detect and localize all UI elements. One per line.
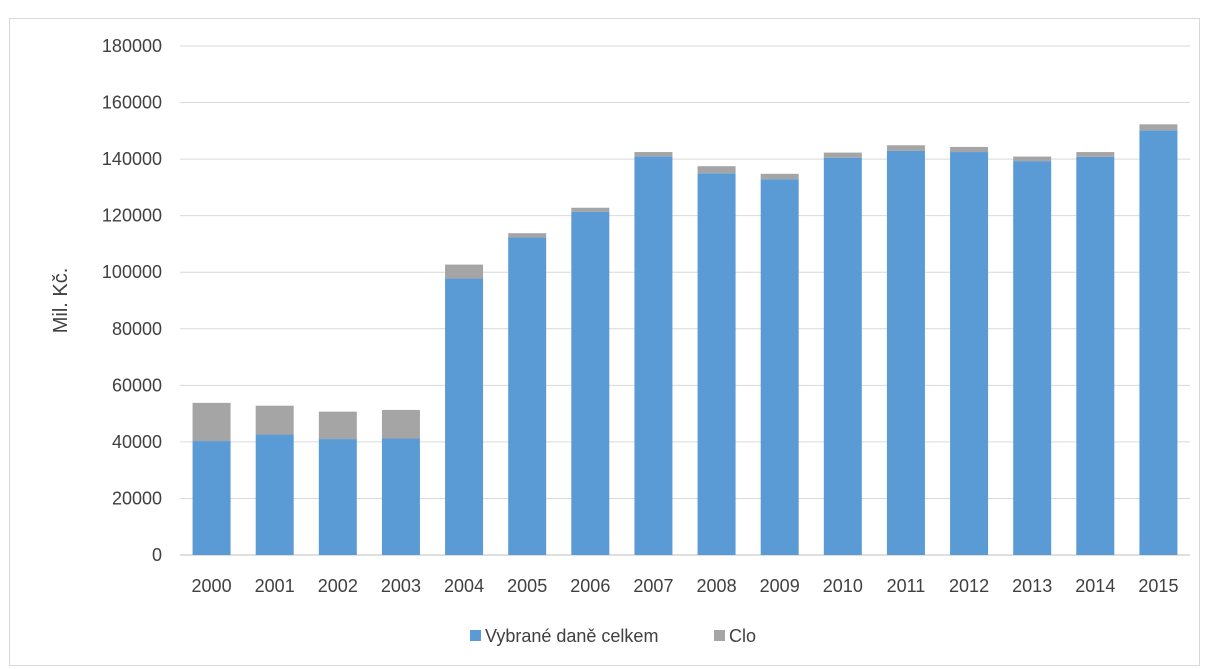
legend: Vybrané daně celkem Clo (470, 626, 756, 646)
bar-clo-2001 (255, 405, 294, 435)
y-axis-title: Mil. Kč. (50, 268, 72, 334)
bar-vybrane-dane-2009 (760, 179, 799, 555)
x-tick-label: 2002 (318, 576, 358, 596)
x-tick-label: 2012 (949, 576, 989, 596)
bar-clo-2011 (886, 145, 925, 151)
bar-vybrane-dane-2002 (318, 439, 357, 555)
y-axis-tick-labels: 0 20000 40000 60000 80000 100000 120000 140000 1… (102, 36, 162, 565)
x-axis-tick-labels: 2000 2001 2002 2003 2004 2005 2006 2007 2008 2009… (192, 576, 1179, 596)
bar-vybrane-dane-2001 (255, 434, 294, 555)
x-tick-label: 2001 (255, 576, 295, 596)
y-tick-label: 160000 (102, 93, 162, 113)
y-tick-label: 60000 (112, 375, 162, 395)
y-tick-label: 0 (152, 545, 162, 565)
x-tick-label: 2015 (1138, 576, 1178, 596)
x-tick-label: 2008 (697, 576, 737, 596)
bar-vybrane-dane-2010 (823, 157, 862, 556)
bar-vybrane-dane-2007 (634, 156, 673, 556)
y-tick-label: 20000 (112, 488, 162, 508)
bar-clo-2015 (1139, 124, 1178, 131)
bar-clo-2008 (697, 166, 736, 174)
bar-clo-2009 (760, 173, 799, 180)
bar-clo-2014 (1076, 152, 1115, 157)
bar-vybrane-dane-2015 (1139, 130, 1178, 556)
bar-clo-2010 (823, 152, 862, 158)
x-tick-label: 2004 (444, 576, 484, 596)
legend-swatch-clo (714, 630, 725, 641)
x-tick-label: 2000 (192, 576, 232, 596)
y-tick-label: 180000 (102, 36, 162, 56)
bar-vybrane-dane-2000 (192, 441, 231, 555)
bar-clo-2006 (571, 207, 610, 212)
y-tick-label: 100000 (102, 262, 162, 282)
bar-vybrane-dane-2011 (886, 150, 925, 555)
x-tick-label: 2014 (1075, 576, 1115, 596)
bar-vybrane-dane-2013 (1013, 161, 1052, 555)
bar-clo-2007 (634, 152, 673, 157)
x-tick-label: 2005 (507, 576, 547, 596)
bar-clo-2002 (318, 411, 357, 440)
bar-clo-2005 (508, 233, 547, 238)
y-tick-label: 80000 (112, 319, 162, 339)
bars (192, 124, 1178, 556)
bar-clo-2013 (1013, 156, 1052, 162)
x-tick-label: 2006 (570, 576, 610, 596)
x-tick-label: 2003 (381, 576, 421, 596)
x-tick-label: 2013 (1012, 576, 1052, 596)
x-tick-label: 2007 (633, 576, 673, 596)
y-tick-label: 120000 (102, 206, 162, 226)
bar-vybrane-dane-2005 (508, 237, 547, 555)
y-tick-label: 40000 (112, 432, 162, 452)
x-tick-label: 2011 (887, 576, 926, 596)
bar-clo-2000 (192, 402, 231, 442)
bar-vybrane-dane-2004 (445, 278, 484, 555)
bar-vybrane-dane-2012 (950, 152, 989, 555)
bar-clo-2012 (950, 146, 989, 153)
y-tick-label: 140000 (102, 149, 162, 169)
x-tick-label: 2009 (760, 576, 800, 596)
bar-vybrane-dane-2006 (571, 211, 610, 556)
bar-vybrane-dane-2008 (697, 173, 736, 555)
legend-swatch-vybrane-dane (470, 630, 481, 641)
bar-vybrane-dane-2003 (381, 438, 420, 555)
x-tick-label: 2010 (823, 576, 863, 596)
legend-label-clo: Clo (729, 626, 756, 646)
bar-clo-2003 (381, 409, 420, 439)
bar-clo-2004 (445, 264, 484, 279)
legend-label-vybrane-dane: Vybrané daně celkem (485, 626, 658, 646)
bar-vybrane-dane-2014 (1076, 156, 1115, 556)
